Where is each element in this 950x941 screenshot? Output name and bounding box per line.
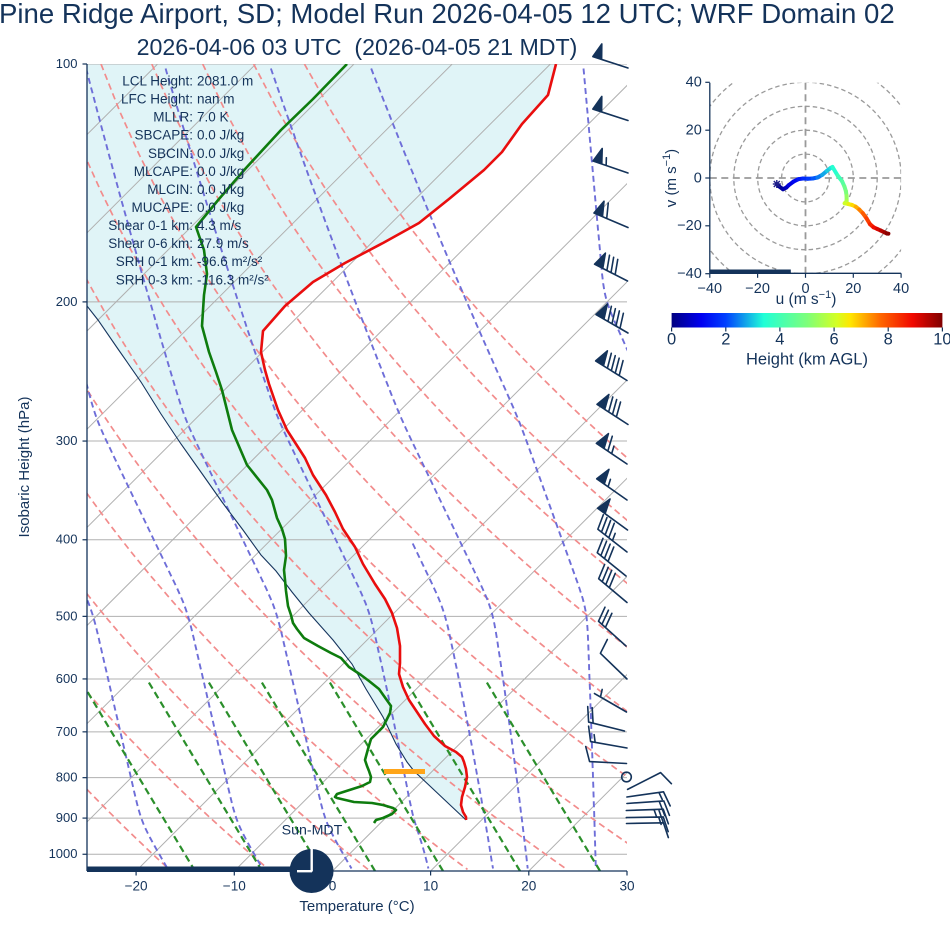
svg-text:0: 0 — [667, 331, 676, 349]
svg-text:Pine Ridge Airport, SD; Model: Pine Ridge Airport, SD; Model Run 2026-0… — [0, 0, 895, 29]
svg-text:MLCAPE:: MLCAPE: — [134, 164, 193, 179]
svg-text:600: 600 — [56, 671, 78, 686]
svg-text:2081.0 m: 2081.0 m — [197, 74, 253, 89]
svg-text:Temperature (°C): Temperature (°C) — [299, 898, 414, 915]
svg-text:30: 30 — [619, 879, 635, 894]
svg-text:Isobaric Height (hPa): Isobaric Height (hPa) — [16, 397, 33, 538]
svg-text:200: 200 — [56, 294, 78, 309]
svg-text:40: 40 — [893, 281, 909, 297]
svg-text:0: 0 — [694, 170, 702, 186]
svg-text:0.0 J/kg: 0.0 J/kg — [197, 146, 244, 161]
svg-text:4: 4 — [775, 331, 784, 349]
svg-text:−20: −20 — [745, 281, 770, 297]
svg-text:100: 100 — [56, 56, 78, 71]
svg-text:MLCIN:: MLCIN: — [147, 182, 193, 197]
svg-text:−20: −20 — [677, 218, 702, 234]
svg-text:LCL Height:: LCL Height: — [122, 74, 193, 89]
svg-text:500: 500 — [56, 608, 78, 623]
svg-text:40: 40 — [686, 75, 702, 91]
svg-text:4.3 m/s: 4.3 m/s — [197, 218, 242, 233]
svg-text:10: 10 — [933, 331, 950, 349]
svg-text:0.0 J/kg: 0.0 J/kg — [197, 128, 244, 143]
svg-text:-116.3 m²/s²: -116.3 m²/s² — [197, 272, 269, 287]
svg-text:MUCAPE:: MUCAPE: — [131, 200, 193, 215]
svg-text:900: 900 — [56, 810, 78, 825]
svg-text:0.0 J/kg: 0.0 J/kg — [197, 164, 244, 179]
svg-text:7.0 K: 7.0 K — [197, 110, 229, 125]
svg-text:2026-04-06 03 UTC (2026-04-05: 2026-04-06 03 UTC (2026-04-05 21 MDT) — [137, 34, 578, 60]
svg-text:MLLR:: MLLR: — [153, 110, 193, 125]
svg-text:−20: −20 — [125, 879, 148, 894]
svg-text:6: 6 — [830, 331, 839, 349]
svg-text:10: 10 — [423, 879, 439, 894]
svg-text:SBCIN:: SBCIN: — [148, 146, 193, 161]
svg-text:0.0 J/kg: 0.0 J/kg — [197, 182, 244, 197]
svg-text:20: 20 — [521, 879, 537, 894]
svg-text:−40: −40 — [677, 266, 702, 282]
svg-text:0.0 J/kg: 0.0 J/kg — [197, 200, 244, 215]
svg-text:Height (km AGL): Height (km AGL) — [746, 351, 868, 369]
svg-text:2: 2 — [721, 331, 730, 349]
svg-text:LFC Height:: LFC Height: — [121, 92, 193, 107]
svg-text:−40: −40 — [697, 281, 722, 297]
svg-text:1000: 1000 — [49, 846, 78, 861]
svg-text:400: 400 — [56, 532, 78, 547]
svg-text:800: 800 — [56, 770, 78, 785]
svg-text:Shear 0-1 km:: Shear 0-1 km: — [108, 218, 193, 233]
svg-text:nan m: nan m — [197, 92, 235, 107]
svg-text:27.9 m/s: 27.9 m/s — [197, 236, 249, 251]
svg-text:700: 700 — [56, 724, 78, 739]
svg-text:-96.6 m²/s²: -96.6 m²/s² — [197, 254, 263, 269]
svg-text:−10: −10 — [223, 879, 246, 894]
svg-text:300: 300 — [56, 433, 78, 448]
svg-text:20: 20 — [845, 281, 861, 297]
svg-text:Shear 0-6 km:: Shear 0-6 km: — [108, 236, 193, 251]
svg-text:Sun-MDT: Sun-MDT — [282, 823, 343, 839]
svg-text:SRH 0-1 km:: SRH 0-1 km: — [116, 254, 193, 269]
svg-text:20: 20 — [686, 123, 702, 139]
svg-text:SRH 0-3 km:: SRH 0-3 km: — [116, 272, 193, 287]
svg-text:8: 8 — [884, 331, 893, 349]
svg-text:SBCAPE:: SBCAPE: — [134, 128, 193, 143]
